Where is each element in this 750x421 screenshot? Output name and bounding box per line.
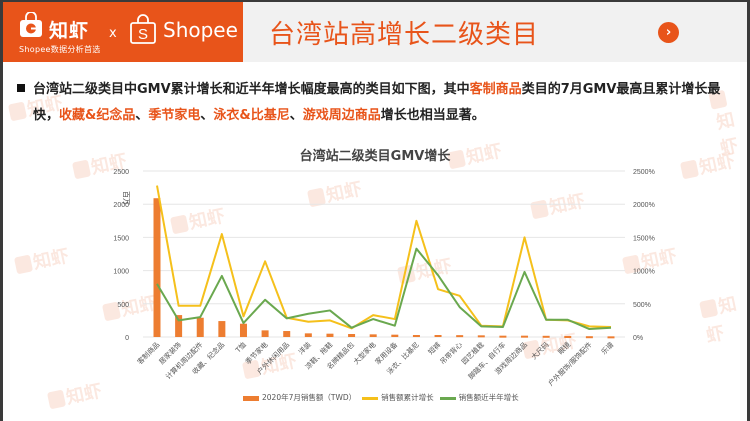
y-tick-label: 1000: [113, 269, 129, 276]
legend-item-gmv: 2020年7月销售额（TWD）: [243, 392, 356, 403]
bar[interactable]: [348, 334, 356, 337]
y-tick-label: 2000: [113, 202, 129, 209]
header: 知虾 Shopee数据分析首选 x S Shopee 台湾站高增长二级类目 ›: [3, 2, 747, 62]
bar[interactable]: [369, 334, 377, 337]
bar[interactable]: [283, 331, 291, 337]
slide: 知虾 Shopee数据分析首选 x S Shopee 台湾站高增长二级类目 › …: [3, 2, 747, 421]
line-swatch-icon: [439, 396, 456, 400]
brand-logo: 知虾 Shopee数据分析首选 x S Shopee: [3, 2, 241, 62]
highlight-text: 泳衣&比基尼: [213, 108, 290, 123]
paragraph-text: 类目的7月GMV最高且累计增长最快，: [33, 82, 721, 123]
y-tick-label: 0: [125, 335, 129, 342]
bar[interactable]: [153, 198, 161, 337]
x-tick-label: 乐谱: [599, 340, 615, 356]
x-tick-label: 洋装: [296, 340, 312, 356]
y2-tick-label: 2000%: [633, 202, 655, 209]
x-tick-label: 大型家电: [351, 340, 377, 366]
paragraph-text: 增长也相当显著。: [380, 108, 485, 123]
bar[interactable]: [477, 335, 485, 338]
x-tick-label: 脚踏车、自行车: [466, 340, 507, 381]
bar[interactable]: [391, 334, 399, 337]
paragraph-text: 、: [200, 108, 214, 123]
bar[interactable]: [607, 336, 615, 339]
bar[interactable]: [175, 315, 183, 337]
zhixia-bag-icon: [20, 12, 42, 37]
chart-title: 台湾站二级类目GMV增长: [299, 149, 451, 164]
x-tick-label: 吊带背心: [438, 340, 464, 366]
bar[interactable]: [304, 333, 312, 337]
bar[interactable]: [239, 323, 247, 337]
legend-item-cumulative: 销售额累计增长: [362, 392, 434, 403]
bullet-square: [17, 84, 25, 92]
gmv-growth-chart: 0 0% 500 500% 1000 1000% 1500 1500% 2000 2000% 250…: [113, 169, 655, 388]
bar[interactable]: [542, 335, 550, 338]
bar[interactable]: [196, 317, 204, 337]
x-tick-label: 计算机周边配件: [164, 340, 205, 381]
title-bar: 台湾站高增长二级类目: [241, 2, 747, 62]
y-tick-label: 2500: [113, 169, 129, 176]
bar[interactable]: [261, 330, 269, 337]
y2-tick-label: 500%: [633, 302, 651, 309]
legend-item-half-year: 销售额近半年增长: [439, 392, 519, 403]
x-tick-label: T恤: [233, 340, 248, 355]
y2-tick-label: 1000%: [633, 269, 655, 276]
page-title: 台湾站高增长二级类目: [269, 20, 540, 50]
highlight-text: 游戏周边商品: [302, 108, 381, 123]
cumulative-growth-line[interactable]: [156, 185, 612, 330]
line-swatch-icon: [362, 396, 379, 400]
cross-symbol: x: [109, 26, 117, 41]
chevron-right-icon: ›: [665, 25, 672, 40]
highlight-text: 季节家电: [148, 108, 201, 123]
paragraph-text: 台湾站二级类目中GMV累计增长和近半年增长幅度最高的类目如下图，其中: [33, 82, 470, 97]
highlight-text: 收藏&纪念品: [59, 108, 136, 123]
half-year-growth-line[interactable]: [156, 247, 612, 331]
x-tick-label: 客制商品: [135, 340, 161, 366]
bar[interactable]: [218, 321, 226, 337]
partner-name: Shopee: [163, 18, 238, 42]
y2-tick-label: 0%: [633, 335, 643, 342]
y-axis-label: 百万: [122, 191, 130, 205]
bar[interactable]: [585, 336, 593, 339]
brand-name: 知虾: [49, 20, 90, 42]
x-tick-label: 短裤: [426, 340, 442, 356]
x-tick-label: 大尺码: [529, 340, 550, 361]
next-button[interactable]: ›: [658, 22, 679, 43]
bar[interactable]: [434, 335, 442, 338]
bar-swatch-icon: [243, 395, 259, 401]
summary-paragraph: 台湾站二级类目中GMV累计增长和近半年增长幅度最高的类目如下图，其中客制商品类目…: [33, 77, 723, 129]
shopee-bag-icon: S: [130, 14, 156, 44]
y-tick-label: 500: [117, 302, 129, 309]
bar[interactable]: [521, 335, 529, 338]
bar[interactable]: [326, 333, 334, 337]
highlight-text: 客制商品: [469, 82, 522, 97]
bar[interactable]: [412, 335, 420, 338]
chart-legend: 2020年7月销售额（TWD） 销售额累计增长 销售额近半年增长: [243, 392, 519, 403]
brand-subtitle: Shopee数据分析首选: [19, 45, 101, 54]
y-tick-label: 1500: [113, 235, 129, 242]
x-tick-label: 眼镜: [556, 340, 572, 356]
paragraph-text: 、: [135, 108, 149, 123]
y2-tick-label: 2500%: [633, 169, 655, 176]
bar[interactable]: [564, 336, 572, 339]
bar[interactable]: [499, 335, 507, 338]
paragraph-text: 、: [289, 108, 303, 123]
y2-tick-label: 1500%: [633, 235, 655, 242]
bar[interactable]: [456, 335, 464, 338]
svg-text:S: S: [138, 26, 148, 43]
